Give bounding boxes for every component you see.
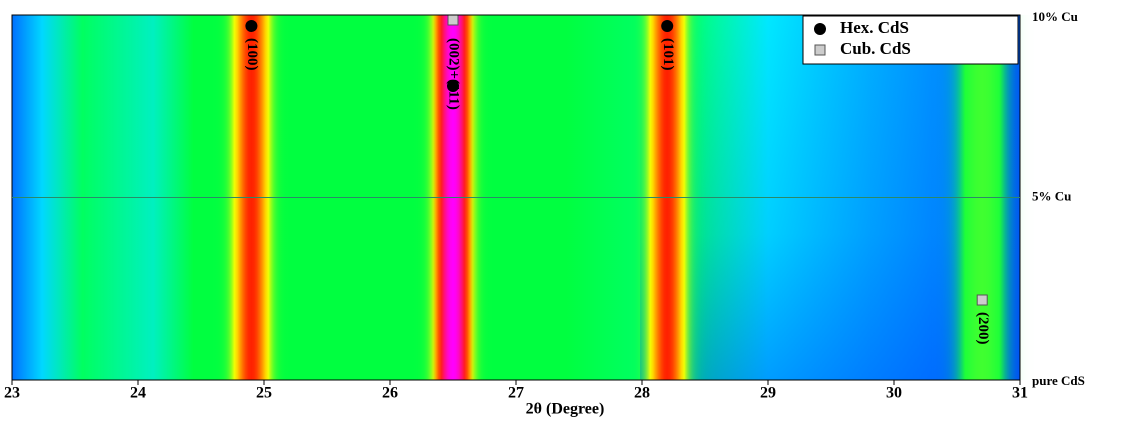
x-tick-label: 31 [1012,385,1028,402]
x-tick-label: 28 [634,385,650,402]
x-tick-label: 25 [256,385,272,402]
peak-marker [447,80,459,92]
peak-label: (200) [975,312,991,345]
peak-label: (100) [244,38,260,71]
peak-marker [976,294,988,306]
legend-label: Cub. CdS [840,39,911,58]
y-category-label: 5% Cu [1032,188,1071,203]
y-category-label: pure CdS [1032,373,1085,388]
peak-marker [245,20,258,32]
x-tick-label: 29 [760,385,776,402]
legend-box [802,15,1019,65]
x-axis-title: 2θ (Degree) [526,401,605,418]
x-tick-label: 27 [508,385,524,402]
y-category-label: 10% Cu [1032,9,1078,24]
peak-marker [447,14,459,26]
legend-marker [814,44,826,56]
peak-label: (002)+(111) [446,38,462,110]
x-tick-label: 26 [382,385,398,402]
legend-label: Hex. CdS [840,18,909,37]
peak-label: (101) [660,38,676,71]
x-tick-label: 23 [4,385,20,402]
peak-marker [661,20,674,32]
legend-marker [814,23,826,35]
x-tick-label: 30 [886,385,902,402]
x-tick-label: 24 [130,385,146,402]
